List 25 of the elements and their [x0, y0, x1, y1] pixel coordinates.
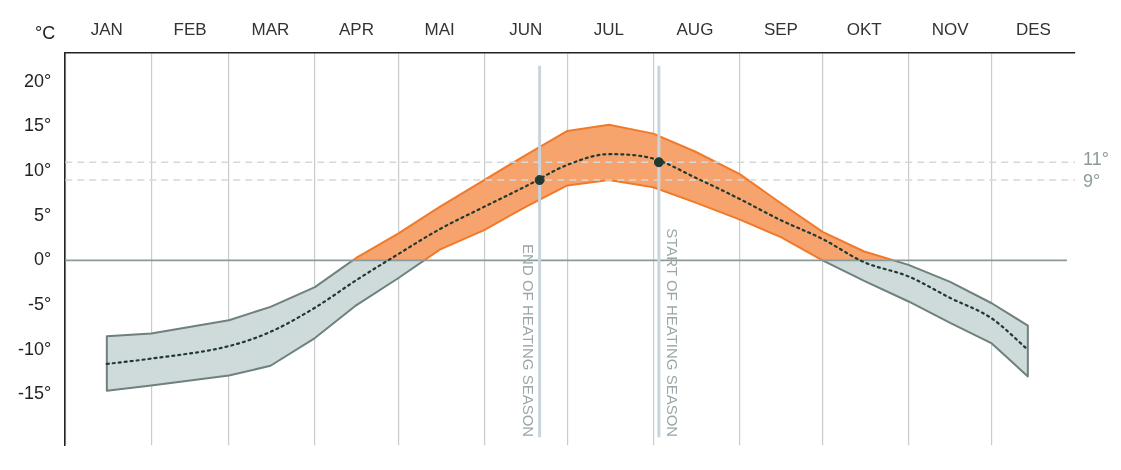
y-tick-label: 0° [34, 249, 52, 270]
x-tick-label: APR [339, 19, 374, 39]
y-axis-title: °C [35, 23, 56, 44]
x-tick-label: JUN [509, 19, 543, 39]
x-tick-label: NOV [931, 19, 970, 39]
y-tick-label: -15° [18, 383, 52, 404]
x-tick-label: MAR [251, 19, 290, 39]
y-tick-label: 20° [23, 70, 52, 91]
x-tick-label: MAI [424, 19, 455, 39]
ref-line-label: END OF HEATING SEASON [520, 244, 538, 438]
y-tick-label: -10° [18, 338, 52, 359]
ref-line-label: 11° [1083, 149, 1109, 170]
x-tick-label: FEB [173, 19, 207, 39]
y-tick-label: 10° [23, 160, 52, 181]
x-tick-label: OKT [846, 19, 882, 39]
x-tick-label: SEP [763, 19, 798, 39]
x-tick-label: JUL [593, 19, 625, 39]
y-tick-label: 15° [23, 115, 52, 136]
x-tick-label: AUG [676, 19, 714, 39]
ref-line-label: START OF HEATING SEASON [663, 228, 681, 438]
x-tick-label: DES [1015, 19, 1051, 39]
x-tick-label: JAN [90, 19, 123, 39]
y-tick-label: 5° [34, 204, 52, 225]
y-tick-label: -5° [28, 294, 52, 315]
ref-line-label: 9° [1083, 171, 1101, 192]
